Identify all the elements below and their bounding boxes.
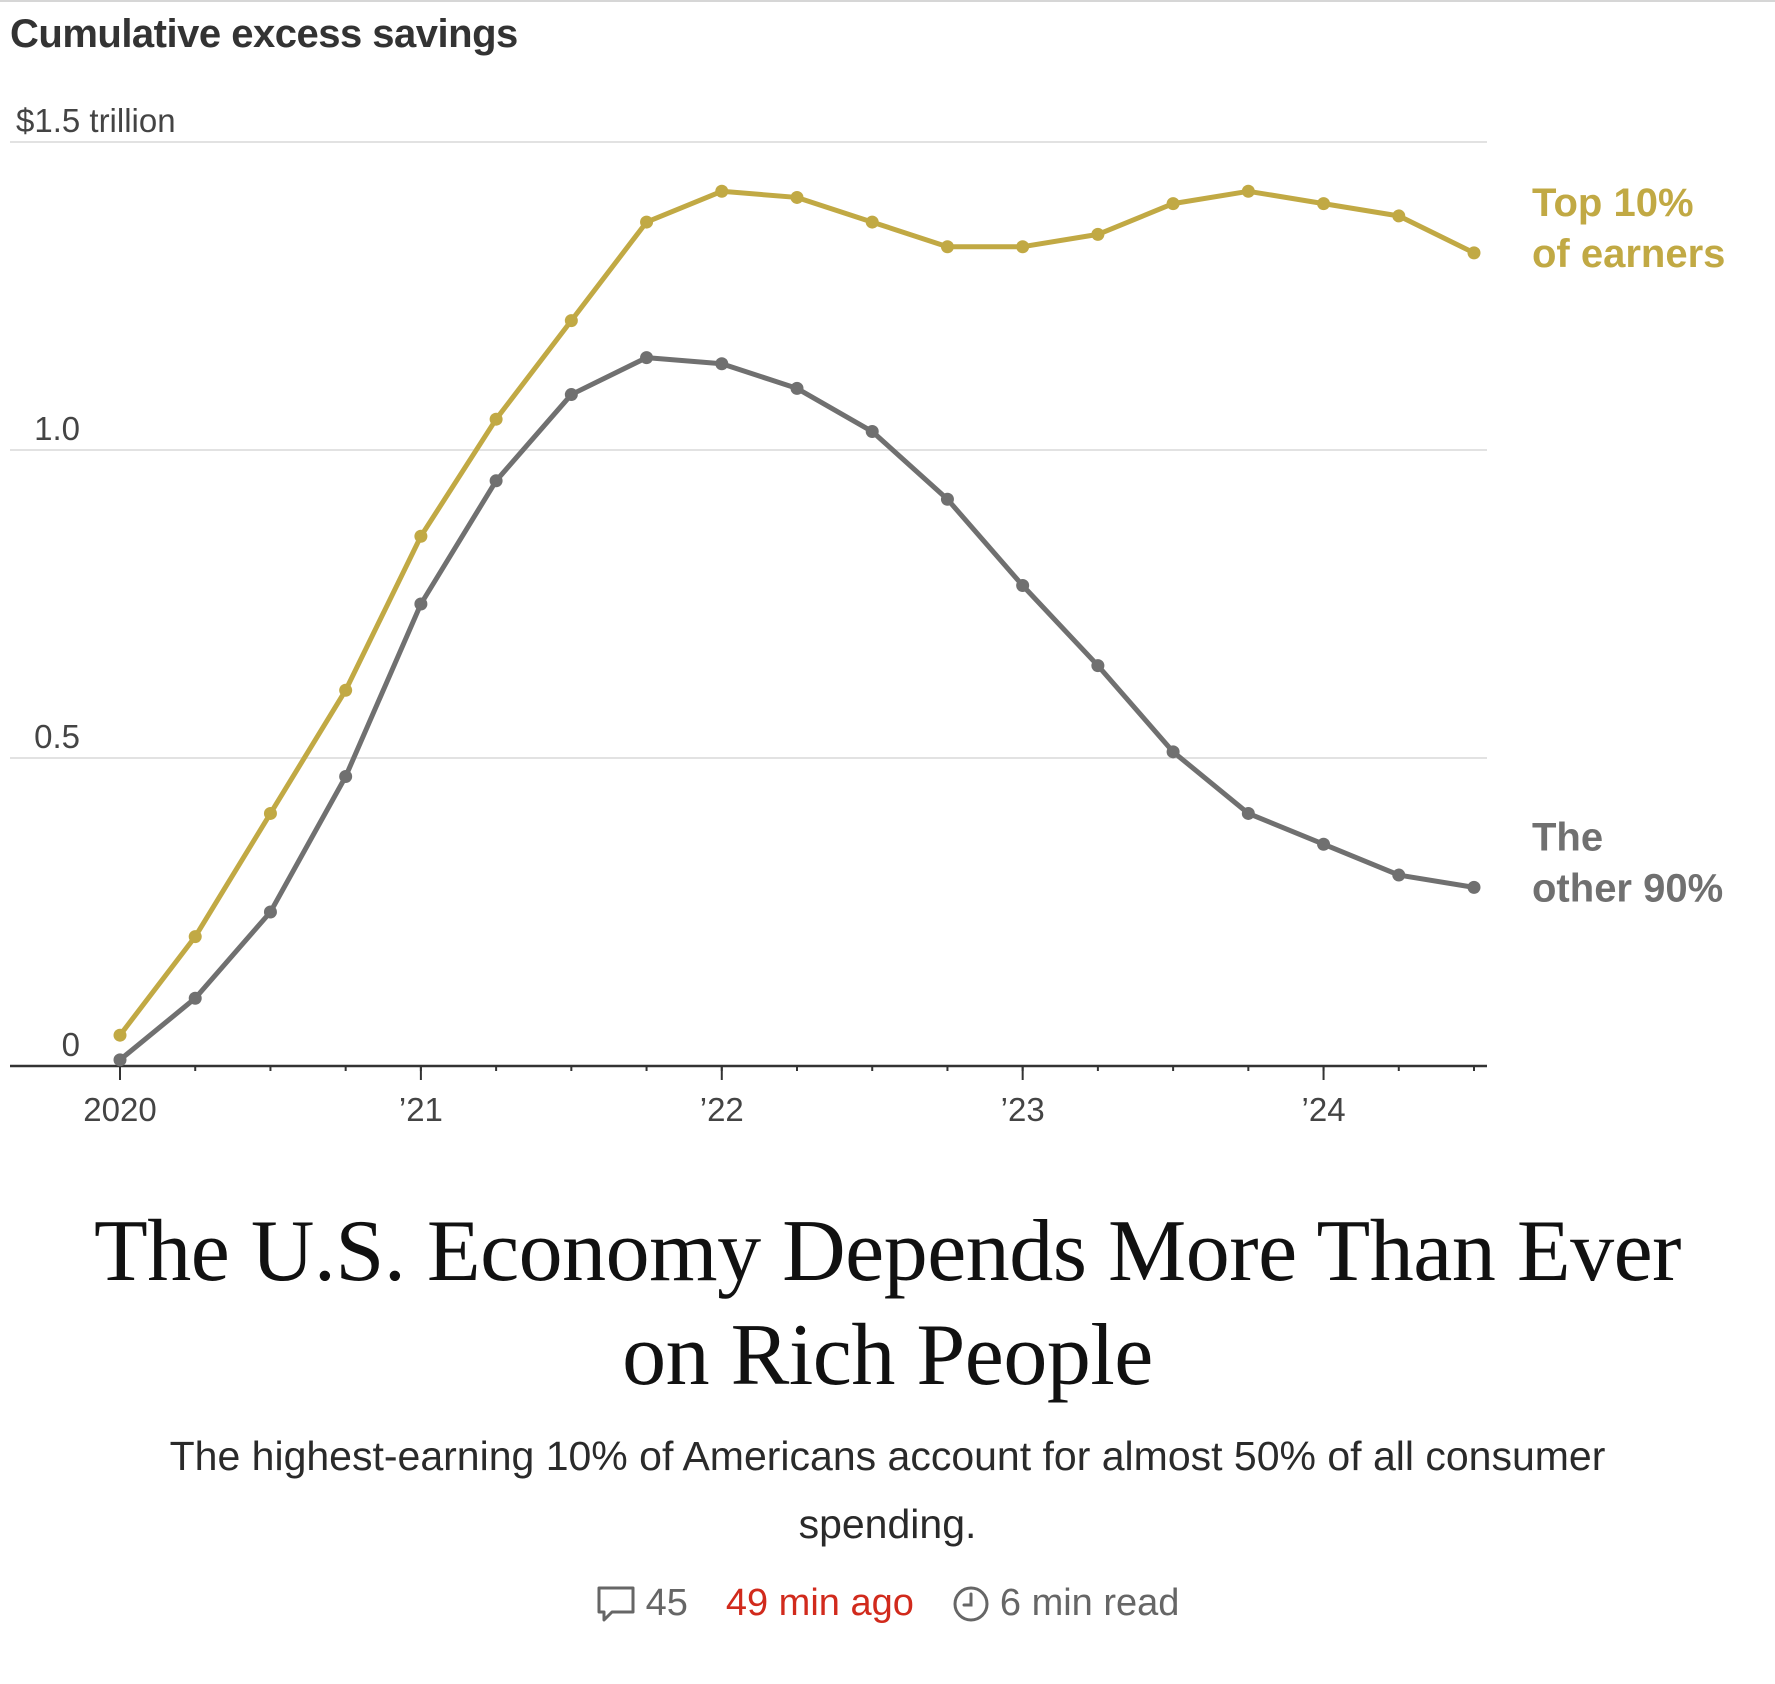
data-point (790, 381, 804, 395)
read-time: 6 min read (952, 1582, 1180, 1625)
y-tick-label: 0 (62, 1026, 80, 1063)
y-tick-label: 1.0 (34, 410, 80, 447)
article-dek: The highest-earning 10% of Americans acc… (169, 1433, 1606, 1547)
data-point (1392, 868, 1406, 882)
data-point (339, 683, 353, 697)
data-point (790, 190, 804, 204)
data-point (339, 769, 353, 783)
data-point (1016, 579, 1030, 593)
data-point (414, 597, 428, 611)
y-tick-label: 0.5 (34, 718, 80, 755)
data-point (489, 474, 503, 488)
comments-link[interactable]: 45 (596, 1582, 688, 1625)
data-point (1317, 837, 1331, 851)
data-point (1166, 745, 1180, 759)
y-tick-label: $1.5 trillion (16, 102, 176, 139)
speech-bubble-icon (596, 1585, 636, 1623)
data-point (113, 1028, 127, 1042)
data-point (564, 314, 578, 328)
data-point (188, 991, 202, 1005)
data-point (263, 905, 277, 919)
series-label: other 90% (1532, 866, 1723, 910)
time-ago: 49 min ago (725, 1582, 914, 1624)
x-tick-label: ’22 (700, 1091, 744, 1128)
article-headline[interactable]: The U.S. Economy Depends More Than Ever … (94, 1203, 1681, 1404)
data-point (640, 215, 654, 229)
data-point (263, 806, 277, 820)
data-point (1317, 197, 1331, 211)
data-point (1467, 880, 1481, 894)
data-point (715, 357, 729, 371)
clock-icon (952, 1585, 990, 1623)
chart-title: Cumulative excess savings (10, 12, 518, 56)
article-meta: 45 49 min ago 6 min read (0, 1582, 1775, 1625)
data-point (940, 492, 954, 506)
data-point (940, 240, 954, 254)
data-point (489, 412, 503, 426)
comments-count: 45 (645, 1582, 688, 1624)
data-point (113, 1053, 127, 1067)
data-point (1467, 246, 1481, 260)
data-point (1091, 659, 1105, 673)
top-divider (0, 0, 1775, 2)
data-point (564, 388, 578, 402)
series-label: The (1532, 815, 1603, 859)
data-point (1166, 197, 1180, 211)
x-tick-label: 2020 (83, 1091, 156, 1128)
x-tick-label: ’23 (1001, 1091, 1045, 1128)
read-time-label: 6 min read (999, 1582, 1180, 1624)
data-point (865, 425, 879, 439)
data-point (1241, 806, 1255, 820)
data-point (188, 930, 202, 944)
series-line (117, 188, 1477, 1038)
series-label: of earners (1532, 232, 1725, 276)
data-point (1241, 184, 1255, 198)
data-point (1392, 209, 1406, 223)
data-point (715, 184, 729, 198)
data-point (1091, 227, 1105, 241)
data-point (1016, 240, 1030, 254)
series-label: Top 10% (1532, 181, 1694, 225)
series-line (117, 355, 1477, 1063)
x-tick-label: ’24 (1302, 1091, 1346, 1128)
data-point (414, 529, 428, 543)
data-point (640, 351, 654, 365)
x-tick-label: ’21 (399, 1091, 443, 1128)
data-point (865, 215, 879, 229)
